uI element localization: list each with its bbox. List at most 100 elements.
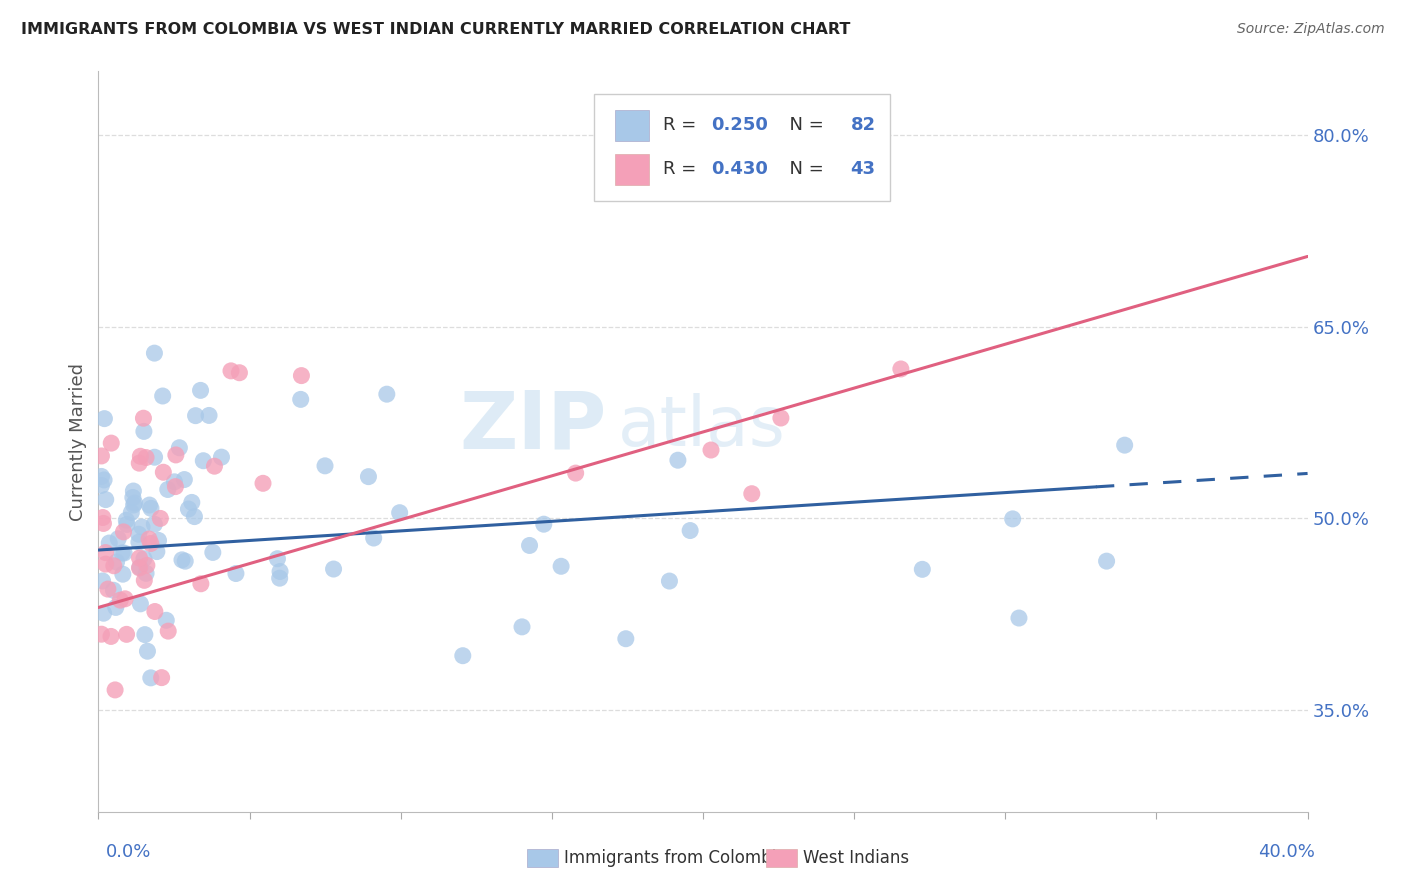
Point [193, 454, 215, 468]
Point [105, 555, 128, 569]
Point [769, 411, 792, 425]
Point [135, 558, 157, 573]
Text: 43: 43 [851, 161, 876, 178]
Text: ZIP: ZIP [458, 388, 606, 466]
Point [103, 583, 125, 598]
Point [169, 441, 191, 455]
Point [363, 531, 385, 545]
Point [122, 498, 145, 512]
Point [550, 559, 572, 574]
Point [131, 520, 153, 534]
Point [121, 491, 143, 505]
Point [225, 566, 247, 581]
FancyBboxPatch shape [614, 153, 648, 185]
Point [1008, 611, 1031, 625]
Point [138, 532, 160, 546]
Point [139, 501, 162, 516]
Point [150, 671, 173, 685]
Point [204, 459, 226, 474]
Point [174, 554, 197, 568]
Point [97, 582, 120, 596]
Point [135, 450, 157, 465]
Point [1095, 554, 1118, 568]
Y-axis label: Currently Married: Currently Married [69, 362, 87, 521]
Point [90, 627, 112, 641]
Point [228, 366, 250, 380]
Point [451, 648, 474, 663]
Point [375, 387, 398, 401]
Text: Immigrants from Colombia: Immigrants from Colombia [564, 849, 786, 867]
Point [129, 450, 152, 464]
Point [143, 605, 166, 619]
Point [741, 486, 763, 500]
Point [700, 443, 723, 458]
Point [322, 562, 344, 576]
Point [201, 545, 224, 559]
Point [136, 644, 159, 658]
Point [314, 458, 336, 473]
Point [91, 574, 114, 588]
Point [519, 539, 541, 553]
Point [94, 545, 117, 559]
Point [148, 533, 170, 548]
Point [129, 597, 152, 611]
Point [93, 411, 115, 425]
Point [157, 624, 180, 639]
FancyBboxPatch shape [595, 94, 890, 201]
Point [112, 546, 135, 560]
Point [100, 629, 122, 643]
Point [165, 480, 187, 494]
Point [146, 544, 169, 558]
Text: atlas: atlas [619, 393, 786, 460]
Point [143, 450, 166, 465]
Point [177, 502, 200, 516]
Point [357, 469, 380, 483]
Point [112, 524, 135, 539]
Text: 40.0%: 40.0% [1258, 843, 1315, 861]
Point [156, 483, 179, 497]
Point [890, 362, 912, 376]
Point [103, 558, 125, 573]
Point [94, 557, 117, 571]
Point [128, 561, 150, 575]
Point [90, 478, 112, 492]
Point [104, 600, 127, 615]
Point [98, 536, 121, 550]
Point [134, 627, 156, 641]
Text: 0.0%: 0.0% [105, 843, 150, 861]
Point [143, 517, 166, 532]
Text: West Indians: West Indians [803, 849, 908, 867]
Point [132, 425, 155, 439]
Text: IMMIGRANTS FROM COLOMBIA VS WEST INDIAN CURRENTLY MARRIED CORRELATION CHART: IMMIGRANTS FROM COLOMBIA VS WEST INDIAN … [21, 22, 851, 37]
Point [911, 562, 934, 576]
Point [269, 571, 291, 585]
Point [90, 449, 112, 463]
Point [564, 466, 586, 480]
Point [93, 516, 115, 531]
Point [152, 389, 174, 403]
Point [135, 566, 157, 581]
Text: 0.250: 0.250 [711, 116, 768, 135]
Point [120, 506, 142, 520]
Point [143, 346, 166, 360]
Text: R =: R = [664, 161, 702, 178]
Point [94, 492, 117, 507]
Point [90, 469, 112, 483]
Point [198, 409, 221, 423]
Text: 0.430: 0.430 [711, 161, 768, 178]
Point [155, 613, 177, 627]
Text: R =: R = [664, 116, 702, 135]
Point [163, 475, 186, 489]
Point [152, 465, 174, 479]
Point [128, 527, 150, 541]
Text: N =: N = [778, 116, 830, 135]
Point [658, 574, 681, 588]
Point [219, 364, 242, 378]
Point [139, 536, 162, 550]
Point [128, 560, 150, 574]
Point [252, 476, 274, 491]
Point [104, 682, 127, 697]
Point [91, 510, 114, 524]
Point [139, 671, 162, 685]
Point [666, 453, 689, 467]
